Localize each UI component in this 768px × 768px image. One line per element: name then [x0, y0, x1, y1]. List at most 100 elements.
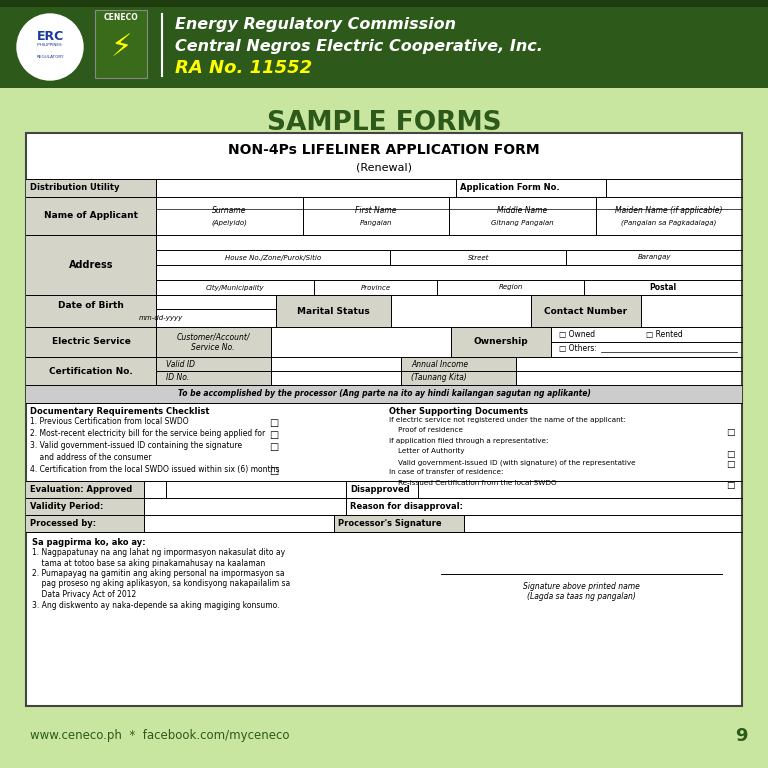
Text: ⚡: ⚡ [111, 34, 131, 62]
Text: Marital Status: Marital Status [296, 306, 369, 316]
Text: □: □ [726, 449, 734, 458]
Text: Energy Regulatory Commission: Energy Regulatory Commission [175, 16, 456, 31]
Text: Valid government-issued ID (with signature) of the representative: Valid government-issued ID (with signatu… [389, 459, 636, 465]
Text: RA No. 11552: RA No. 11552 [175, 59, 312, 77]
Text: First Name: First Name [355, 206, 396, 215]
Text: Customer/Account/: Customer/Account/ [176, 333, 250, 342]
Text: Ownership: Ownership [474, 337, 528, 346]
Text: Processor's Signature: Processor's Signature [338, 519, 442, 528]
Text: Processed by:: Processed by: [30, 519, 96, 528]
Text: Service No.: Service No. [191, 343, 235, 352]
Text: Postal: Postal [649, 283, 677, 292]
Text: Letter of Authority: Letter of Authority [389, 449, 465, 455]
Text: To be accomplished by the processor (Ang parte na ito ay hindi kailangan sagutan: To be accomplished by the processor (Ang… [177, 389, 591, 399]
Text: 9: 9 [736, 727, 748, 745]
Text: Distribution Utility: Distribution Utility [30, 184, 120, 193]
Text: ERC: ERC [36, 31, 64, 44]
Text: Certification No.: Certification No. [49, 366, 133, 376]
Text: SAMPLE FORMS: SAMPLE FORMS [266, 110, 502, 136]
Text: Sa pagpirma ko, ako ay:: Sa pagpirma ko, ako ay: [32, 538, 146, 547]
Text: □: □ [726, 460, 734, 469]
Text: Contact Number: Contact Number [545, 306, 627, 316]
Text: Region: Region [498, 284, 523, 290]
Bar [156, 327, 271, 357]
Text: Other Supporting Documents: Other Supporting Documents [389, 407, 528, 416]
Text: CENECO: CENECO [104, 14, 138, 22]
Text: (Taunang Kita): (Taunang Kita) [411, 372, 467, 382]
Text: □ Rented: □ Rented [647, 330, 684, 339]
Circle shape [17, 14, 83, 80]
Bar [26, 357, 156, 385]
Text: □: □ [726, 481, 734, 490]
Bar [26, 327, 156, 357]
Text: Gitnang Pangalan: Gitnang Pangalan [491, 220, 554, 226]
Bar [26, 235, 156, 295]
Text: ·PHILIPPINES·: ·PHILIPPINES· [37, 43, 64, 47]
Bar [26, 515, 144, 532]
Text: Province: Province [361, 284, 391, 290]
Text: Evaluation: Approved: Evaluation: Approved [30, 485, 132, 494]
Text: (Pangalan sa Pagkadalaga): (Pangalan sa Pagkadalaga) [621, 220, 717, 226]
Bar [26, 295, 156, 327]
Text: Name of Applicant: Name of Applicant [44, 211, 138, 220]
Bar [156, 357, 271, 385]
Text: ID No.: ID No. [166, 372, 189, 382]
Text: REGULATORY: REGULATORY [36, 55, 64, 59]
Text: In case of transfer of residence:: In case of transfer of residence: [389, 469, 504, 475]
Text: Annual Income: Annual Income [411, 360, 468, 369]
Text: □: □ [270, 466, 279, 476]
Text: □: □ [270, 442, 279, 452]
Text: □ Owned: □ Owned [559, 330, 595, 339]
Text: Reason for disapproval:: Reason for disapproval: [350, 502, 463, 511]
Text: Date of Birth: Date of Birth [58, 301, 124, 310]
Bar [26, 179, 156, 197]
Text: Validity Period:: Validity Period: [30, 502, 104, 511]
Text: Disapproved: Disapproved [350, 485, 410, 494]
Bar [0, 7, 768, 88]
Text: Signature above printed name: Signature above printed name [523, 582, 640, 591]
Text: Address: Address [69, 260, 113, 270]
Text: Data Privacy Act of 2012: Data Privacy Act of 2012 [32, 590, 136, 599]
Text: Pangalan: Pangalan [359, 220, 392, 226]
Text: □: □ [270, 418, 279, 428]
Text: Valid ID: Valid ID [166, 360, 195, 369]
Text: Central Negros Electric Cooperative, Inc.: Central Negros Electric Cooperative, Inc… [175, 38, 543, 54]
Text: 3. Valid government-issued ID containing the signature: 3. Valid government-issued ID containing… [30, 441, 242, 450]
Text: If application filed through a representative:: If application filed through a represent… [389, 438, 548, 444]
Bar [0, 0, 768, 7]
Text: pag proseso ng aking aplikasyon, sa kondisyong nakapailalim sa: pag proseso ng aking aplikasyon, sa kond… [32, 580, 290, 588]
Text: 3. Ang diskwento ay naka-depende sa aking magiging konsumo.: 3. Ang diskwento ay naka-depende sa akin… [32, 601, 280, 610]
Bar [334, 515, 464, 532]
Text: City/Municipality: City/Municipality [206, 284, 264, 290]
Text: □: □ [726, 429, 734, 438]
Text: 2. Most-recent electricity bill for the service being applied for: 2. Most-recent electricity bill for the … [30, 429, 265, 438]
Text: tama at totoo base sa aking pinakamahusay na kaalaman: tama at totoo base sa aking pinakamahusa… [32, 558, 265, 568]
Text: Application Form No.: Application Form No. [460, 184, 560, 193]
Bar [26, 197, 156, 235]
Text: If electric service not registered under the name of the applicant:: If electric service not registered under… [389, 417, 626, 423]
Bar [401, 357, 516, 385]
Text: Documentary Requirements Checklist: Documentary Requirements Checklist [30, 407, 210, 416]
Text: 1. Nagpapatunay na ang lahat ng impormasyon nakasulat dito ay: 1. Nagpapatunay na ang lahat ng impormas… [32, 548, 285, 557]
Text: □: □ [270, 430, 279, 440]
Text: NON-4Ps LIFELINER APPLICATION FORM: NON-4Ps LIFELINER APPLICATION FORM [228, 144, 540, 157]
Text: Barangay: Barangay [637, 254, 671, 260]
Text: and address of the consumer: and address of the consumer [30, 453, 151, 462]
Text: (Apelyido): (Apelyido) [211, 220, 247, 226]
Bar [276, 295, 391, 327]
Text: (Renewal): (Renewal) [356, 163, 412, 173]
Bar [95, 10, 147, 78]
Text: mm-dd-yyyy: mm-dd-yyyy [139, 315, 183, 321]
Bar [451, 327, 551, 357]
Text: 4. Certification from the local SWDO issued within six (6) months: 4. Certification from the local SWDO iss… [30, 465, 280, 474]
Text: □ Others:: □ Others: [559, 344, 597, 353]
Text: Street: Street [468, 254, 489, 260]
Bar [26, 498, 144, 515]
Bar [26, 385, 742, 403]
Text: Middle Name: Middle Name [497, 206, 548, 215]
Text: 1. Previous Certification from local SWDO: 1. Previous Certification from local SWD… [30, 417, 189, 426]
Bar [26, 481, 144, 498]
Text: Re-issued Certification from the local SWDO: Re-issued Certification from the local S… [389, 480, 557, 486]
Text: www.ceneco.ph  *  facebook.com/myceneco: www.ceneco.ph * facebook.com/myceneco [30, 730, 290, 743]
Bar [531, 295, 641, 327]
